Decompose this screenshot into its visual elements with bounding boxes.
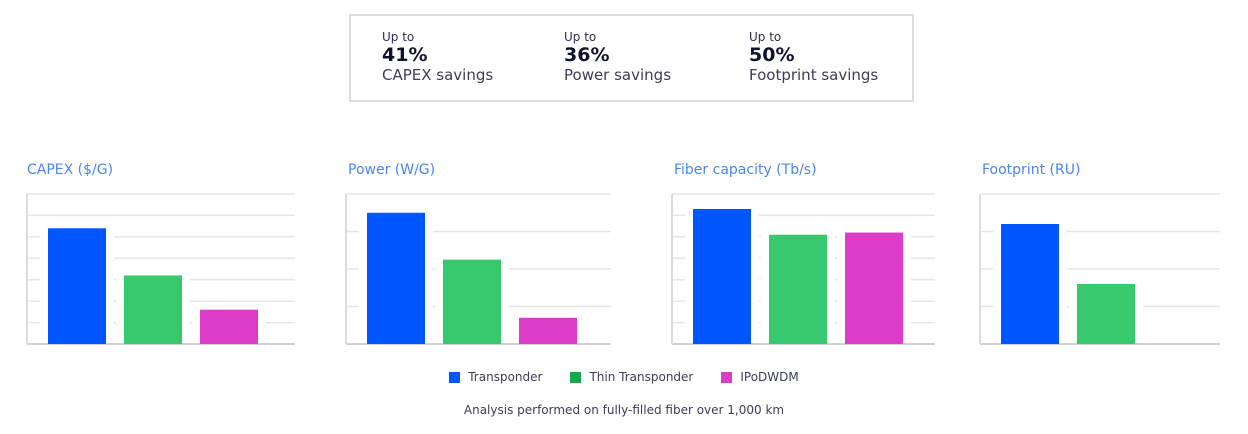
bar-thin-transponder — [124, 275, 182, 344]
stat-value: 41% — [382, 44, 428, 66]
legend-label: Transponder — [468, 370, 543, 384]
legend-item-ipodwdm: IPoDWDM — [721, 370, 799, 384]
chart-title-capex: CAPEX ($/G) — [27, 162, 114, 178]
bar-transponder — [1001, 224, 1059, 344]
legend-label: Thin Transponder — [589, 370, 694, 384]
bar-transponder — [48, 228, 106, 344]
stat-value: 50% — [749, 44, 795, 66]
legend-swatch — [721, 371, 733, 383]
bar-thin-transponder — [769, 234, 827, 344]
bar-transponder — [693, 209, 751, 344]
stat-label: Footprint savings — [749, 66, 879, 84]
stat-prefix: Up to — [564, 30, 597, 44]
bar-transponder — [367, 212, 425, 344]
legend-item-transponder: Transponder — [449, 370, 542, 384]
stat-prefix: Up to — [749, 30, 782, 44]
legend-item-thin-transponder: Thin Transponder — [570, 370, 693, 384]
stat-capex: Up to 41% CAPEX savings — [382, 30, 493, 84]
stat-power: Up to 36% Power savings — [564, 30, 671, 84]
bar-thin-transponder — [1077, 284, 1135, 344]
stat-label: Power savings — [564, 66, 672, 84]
legend-label: IPoDWDM — [740, 370, 799, 384]
legend-swatch — [449, 371, 461, 383]
legend-swatch — [570, 371, 582, 383]
legend: Transponder Thin Transponder IPoDWDM — [0, 370, 1248, 384]
stat-label: CAPEX savings — [382, 66, 494, 84]
bar-ipodwdm — [200, 309, 258, 344]
savings-summary-box: Up to 41% CAPEX savings Up to 36% Power … — [349, 14, 914, 102]
stat-value: 36% — [564, 44, 610, 66]
chart-title-footprint: Footprint (RU) — [982, 162, 1081, 178]
bar-ipodwdm — [519, 317, 577, 344]
stat-footprint: Up to 50% Footprint savings — [749, 30, 878, 84]
bar-ipodwdm — [845, 232, 903, 344]
chart-title-fiber-capacity: Fiber capacity (Tb/s) — [674, 162, 817, 178]
footnote: Analysis performed on fully-filled fiber… — [463, 403, 785, 417]
chart-title-power: Power (W/G) — [348, 162, 436, 178]
stat-prefix: Up to — [382, 30, 415, 44]
bar-thin-transponder — [443, 259, 501, 344]
